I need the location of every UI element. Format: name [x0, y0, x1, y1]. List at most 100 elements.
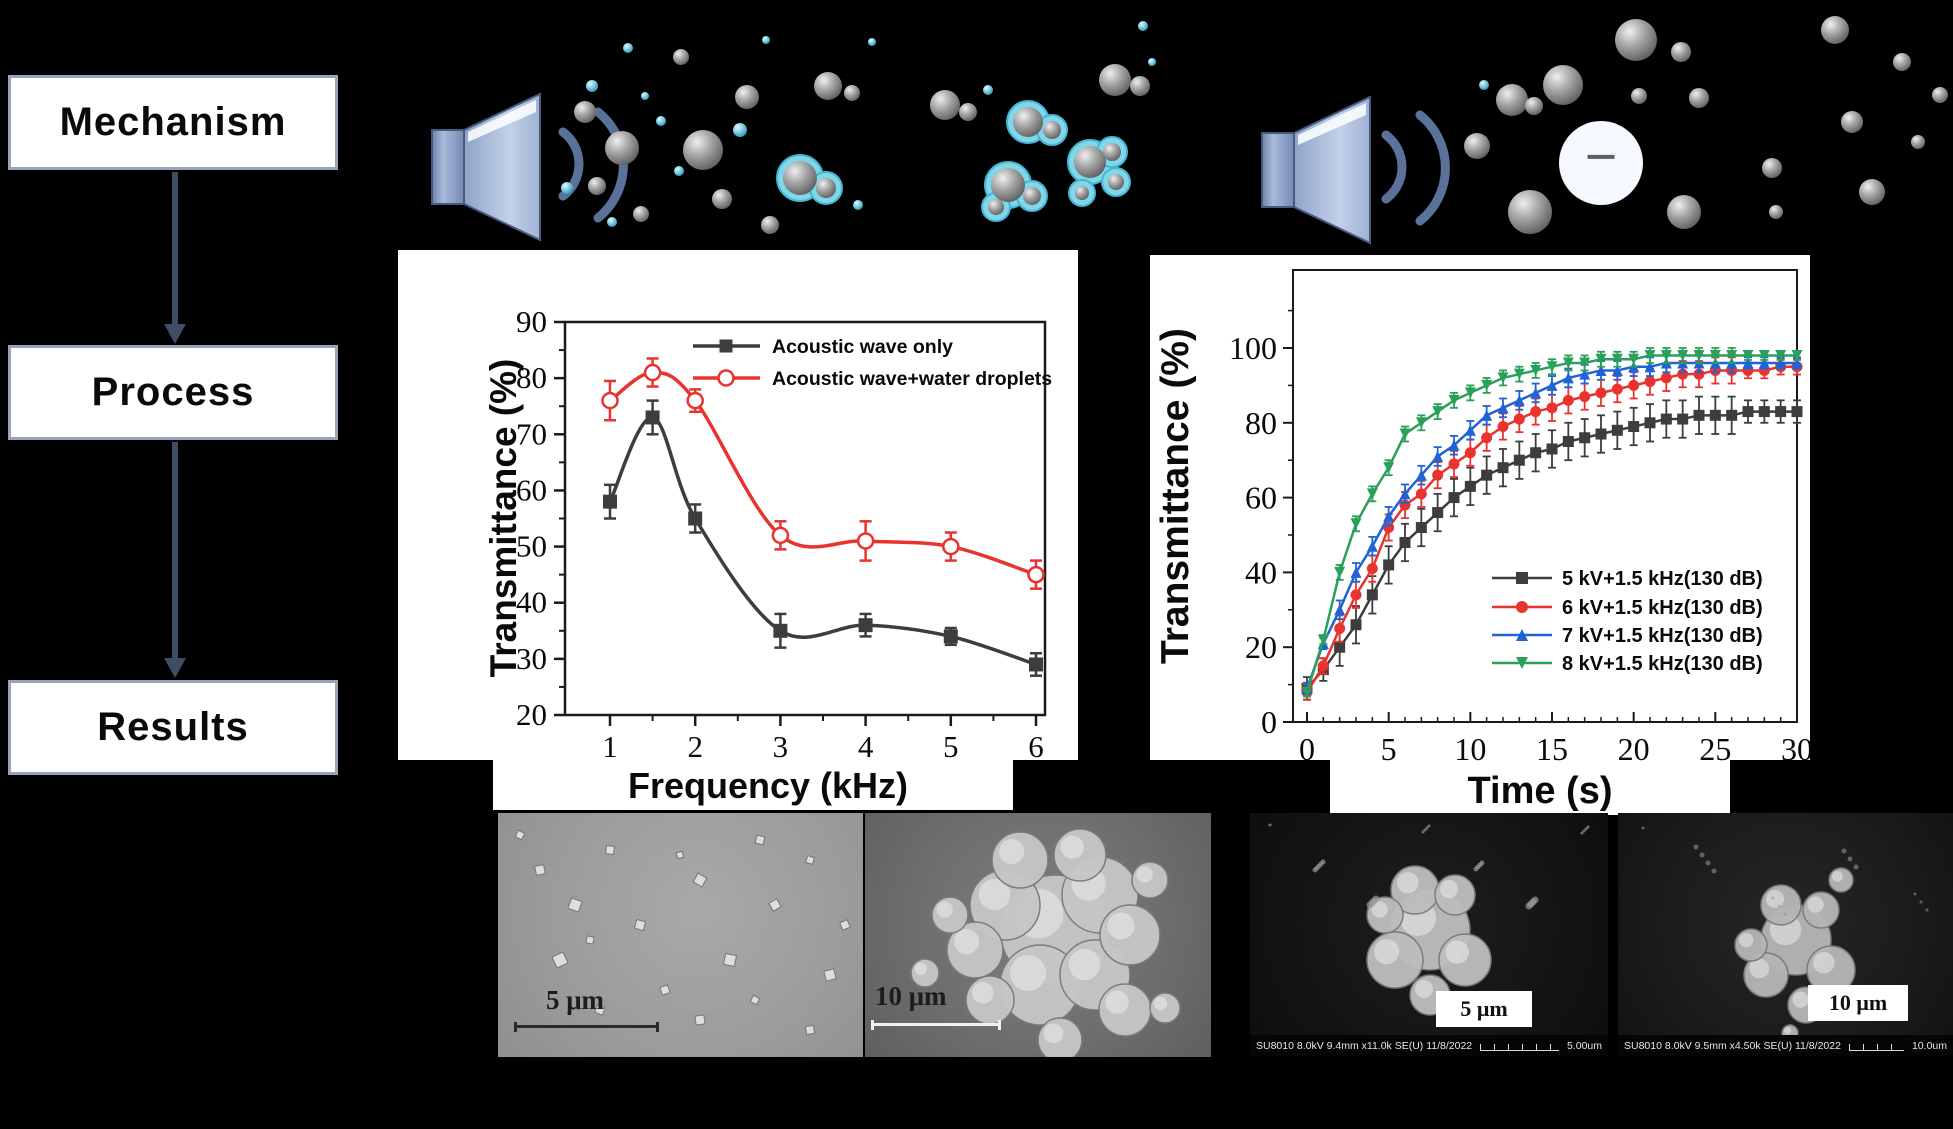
negative-electrode-icon: −	[1559, 121, 1643, 205]
legend-label: Acoustic wave only	[772, 336, 953, 358]
x-tick-label: 5	[1381, 731, 1397, 767]
x-tick-label: 3	[773, 729, 789, 764]
water-droplet	[1138, 21, 1148, 31]
particle-sphere	[930, 90, 960, 120]
water-droplet	[762, 36, 770, 44]
particle-sphere	[1543, 65, 1583, 105]
y-tick-label: 90	[516, 304, 547, 339]
particle-sphere	[1893, 53, 1911, 71]
coalesced-cluster	[981, 161, 1048, 222]
flow-label-mechanism: Mechanism	[59, 100, 287, 144]
particle-sphere	[588, 177, 606, 195]
water-droplet	[674, 166, 684, 176]
water-droplet	[1148, 58, 1156, 66]
sem-agglomerate	[910, 828, 1181, 1057]
sem-caption-scale: 5.00um	[1566, 1040, 1602, 1052]
x-tick-label: 6	[1028, 729, 1044, 764]
particle-sphere	[1671, 42, 1691, 62]
down-arrow-icon	[164, 172, 186, 344]
flow-box-process: Process	[8, 345, 338, 440]
water-droplet	[623, 43, 633, 53]
legend-item: 7 kV+1.5 kHz(130 dB)	[1492, 625, 1763, 647]
legend-label: 7 kV+1.5 kHz(130 dB)	[1562, 625, 1763, 647]
y-tick-label: 0	[1261, 704, 1277, 740]
water-droplet	[641, 92, 649, 100]
particle-sphere	[1911, 135, 1925, 149]
particle-sphere	[959, 103, 977, 121]
sem-scale-bar	[871, 1020, 1001, 1030]
particle-sphere	[1689, 88, 1709, 108]
x-tick-label: 25	[1699, 731, 1731, 767]
particle-sphere	[605, 131, 639, 165]
sem-scale-label: 10 μm	[875, 981, 947, 1011]
x-tick-label: 4	[858, 729, 874, 764]
legend-item: 5 kV+1.5 kHz(130 dB)	[1492, 568, 1763, 590]
sem-image-cluster-5um: 5 μm SU8010 8.0kV 9.4mm x11.0k SE(U) 11/…	[1250, 813, 1608, 1057]
sem-image-agglomerate-10um: 10 μm	[865, 813, 1211, 1057]
y-tick-label: 20	[516, 697, 547, 732]
legend-item: Acoustic wave only	[693, 336, 953, 358]
particle-sphere	[1464, 133, 1490, 159]
x-tick-label: 30	[1781, 731, 1810, 767]
particle-sphere	[574, 101, 596, 123]
sem-caption-ruler	[1848, 1041, 1904, 1051]
sound-wave-icon	[1415, 110, 1450, 226]
sem-caption-text: SU8010 8.0kV 9.4mm x11.0k SE(U) 11/8/202…	[1256, 1040, 1473, 1052]
x-tick-label: 10	[1454, 731, 1486, 767]
particle-sphere	[814, 72, 842, 100]
x-tick-label: 15	[1536, 731, 1568, 767]
particle-sphere	[735, 85, 759, 109]
y-tick-label: 30	[516, 641, 547, 676]
y-tick-label: 50	[516, 529, 547, 564]
sem-caption-bar: SU8010 8.0kV 9.5mm x4.50k SE(U) 11/8/202…	[1618, 1035, 1953, 1057]
particle-sphere	[1667, 195, 1701, 229]
speaker-icon	[1261, 95, 1450, 245]
particle-sphere	[1932, 87, 1948, 103]
sem-scale-label: 10 μm	[1828, 990, 1888, 1015]
x-tick-label: 5	[943, 729, 959, 764]
particle-sphere	[1496, 84, 1528, 116]
particle-sphere	[673, 49, 689, 65]
legend-label: 6 kV+1.5 kHz(130 dB)	[1562, 597, 1763, 619]
particle-field-charged-droplets	[561, 21, 1489, 292]
flow-label-process: Process	[91, 370, 255, 414]
particle-field-agglomerated	[1464, 16, 1948, 234]
x-tick-label: 0	[1299, 731, 1315, 767]
sem-caption-scale: 10.0um	[1911, 1040, 1947, 1052]
water-droplet	[733, 123, 747, 137]
sem-scale-bar	[514, 1022, 659, 1032]
y-tick-label: 20	[1245, 629, 1277, 665]
sem-image-dispersed-particles: 5 μm	[498, 813, 863, 1057]
x-axis-label: Time (s)	[1467, 770, 1612, 812]
x-tick-label: 1	[602, 729, 618, 764]
down-arrow-icon	[164, 442, 186, 678]
legend-item: 6 kV+1.5 kHz(130 dB)	[1492, 597, 1763, 619]
particle-sphere	[1769, 205, 1783, 219]
particle-sphere	[633, 206, 649, 222]
legend-label: 8 kV+1.5 kHz(130 dB)	[1562, 653, 1763, 675]
y-tick-label: 60	[1245, 480, 1277, 516]
coalesced-cluster	[1006, 100, 1068, 146]
y-tick-label: 40	[516, 585, 547, 620]
legend-item: 8 kV+1.5 kHz(130 dB)	[1492, 653, 1763, 675]
flow-arrows	[164, 172, 186, 678]
x-axis-label: Frequency (kHz)	[628, 765, 908, 806]
sem-crystals	[514, 829, 851, 1036]
water-droplet	[868, 38, 876, 46]
sem-caption-ruler	[1480, 1041, 1559, 1051]
y-tick-label: 40	[1245, 554, 1277, 590]
particle-sphere	[1631, 88, 1647, 104]
x-tick-label: 2	[687, 729, 703, 764]
flow-box-results: Results	[8, 680, 338, 775]
sem-image-cluster-10um: 10 μm SU8010 8.0kV 9.5mm x4.50k SE(U) 11…	[1618, 813, 1953, 1057]
sem-caption-bar: SU8010 8.0kV 9.4mm x11.0k SE(U) 11/8/202…	[1250, 1035, 1608, 1057]
mechanism-illustration: −	[431, 16, 1948, 292]
legend-item: Acoustic wave+water droplets	[693, 368, 1052, 390]
particle-sphere	[1859, 179, 1885, 205]
particle-sphere	[844, 85, 860, 101]
flow-label-results: Results	[97, 705, 249, 749]
frequency-chart: 20 30 40 50 60 70 80 90 1 2 3 4 5 6 Frequency (kHz) Tra…	[398, 250, 1078, 810]
particle-sphere	[1099, 64, 1131, 96]
flow-box-mechanism: Mechanism	[8, 75, 338, 170]
